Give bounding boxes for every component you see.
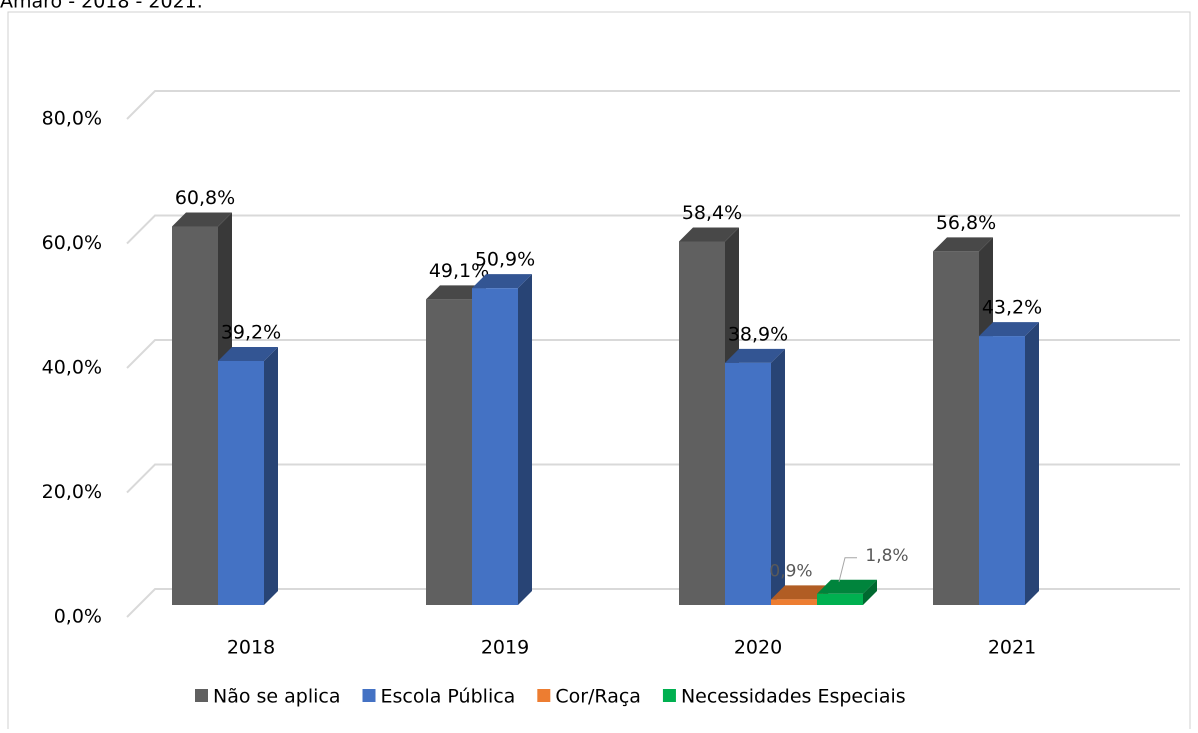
x-tick-label: 2018 (227, 637, 275, 659)
bar (472, 274, 532, 605)
grid-line (126, 463, 1180, 494)
bar-face (472, 274, 532, 289)
data-label: 50,9% (475, 249, 535, 271)
bar-face (725, 348, 785, 363)
bar-face (817, 579, 877, 594)
legend-swatch (195, 689, 208, 702)
grid-line (126, 339, 1180, 369)
data-label: 39,2% (221, 321, 281, 343)
bar-face (863, 579, 877, 605)
legend-label: Não se aplica (213, 686, 341, 708)
bar-face (218, 346, 278, 361)
bar-face (426, 299, 472, 605)
x-tick-label: 2019 (481, 637, 529, 659)
bar-face (933, 237, 993, 252)
bar-face (771, 585, 831, 600)
grid-line (126, 214, 1180, 245)
bar-face (218, 360, 264, 605)
y-tick-label: 60,0% (42, 232, 102, 254)
leader-line (838, 557, 857, 582)
legend-swatch (537, 689, 551, 702)
x-tick-label: 2020 (734, 637, 782, 659)
legend-swatch (362, 689, 376, 702)
bar-face (518, 274, 532, 605)
bar-face (817, 593, 863, 605)
bar-face (771, 599, 817, 605)
y-tick-label: 0,0% (54, 606, 102, 628)
bar-face (426, 285, 486, 300)
bar-face (979, 322, 1039, 337)
bar-face (979, 336, 1025, 605)
bar (817, 579, 877, 605)
legend-label: Escola Pública (381, 686, 516, 708)
data-label: 1,8% (865, 546, 908, 566)
bar (725, 348, 785, 605)
legend-swatch (662, 689, 676, 702)
data-label: 58,4% (682, 202, 742, 224)
legend-label: Necessidades Especiais (681, 686, 906, 708)
bar (979, 322, 1039, 605)
data-label: 56,8% (936, 212, 996, 234)
data-label: 43,2% (982, 297, 1042, 319)
bar-face (679, 241, 725, 605)
legend-label: Cor/Raça (555, 686, 641, 708)
bar-face (725, 362, 771, 605)
bar-face (1025, 322, 1039, 605)
grid-line (126, 90, 1180, 120)
bar-face (172, 212, 232, 227)
bar-face (172, 226, 218, 605)
y-tick-label: 40,0% (42, 357, 102, 379)
x-tick-label: 2021 (988, 637, 1036, 659)
chart-title: Amaro - 2018 - 2021. (0, 0, 203, 13)
data-label: 60,8% (175, 187, 235, 209)
bar-face (933, 251, 979, 606)
data-label: 0,9% (769, 561, 812, 581)
bar-face (771, 348, 785, 605)
bar-face (264, 346, 278, 605)
data-label: 38,9% (728, 323, 788, 345)
data-label: 49,1% (429, 260, 489, 282)
bar-face (472, 288, 518, 605)
y-tick-label: 20,0% (42, 481, 102, 503)
bar (218, 346, 278, 605)
bar-face (679, 227, 739, 242)
y-tick-label: 80,0% (42, 108, 102, 130)
